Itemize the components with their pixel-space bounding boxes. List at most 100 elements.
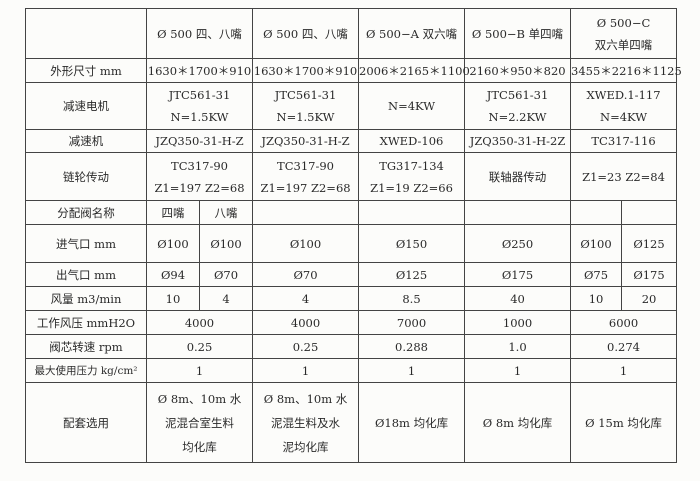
line: 泥混生料及水 [271, 415, 341, 430]
cell: Ø75 [570, 262, 623, 287]
header-line: Ø 500−C [596, 15, 651, 30]
table-row: 配套选用 Ø 8m、10m 水泥混合室生料 均化库 Ø 8m、10m 水泥混生料及… [25, 382, 678, 463]
row-label: 减速机 [25, 129, 147, 153]
table-row: 外形尺寸 mm 1630＊1700＊910 1630＊1700＊910 2006… [25, 58, 682, 83]
cell: 1.0 [464, 334, 572, 359]
cell: Ø250 [464, 224, 572, 263]
cell: Z1=23 Z2=84 [570, 152, 678, 201]
corner-cell [25, 8, 147, 59]
cell [358, 200, 466, 225]
line: XWED.1-117 [586, 88, 661, 102]
line: N=1.5KW [276, 110, 335, 124]
row-label: 进气口 mm [25, 224, 147, 263]
cell: Ø70 [252, 262, 360, 287]
cell: 1 [358, 358, 466, 383]
cell: 4 [198, 286, 254, 311]
header-row: Ø 500 四、八嘴 Ø 500 四、八嘴 Ø 500−A 双六嘴 Ø 500−… [25, 8, 678, 59]
cell: JZQ350-31-H-Z [145, 129, 254, 153]
table-row: 进气口 mm Ø100 Ø100 Ø100 Ø150 Ø250 Ø100 Ø12… [25, 224, 678, 263]
table-row: 最大使用压力 kg/cm² 1 1 1 1 1 [25, 358, 678, 383]
cell: 1630＊1700＊910 [252, 58, 360, 83]
cell: XWED-106 [358, 129, 466, 153]
cell: 4000 [252, 310, 360, 335]
cell: 0.288 [358, 334, 466, 359]
line: Z1=197 Z2=68 [260, 180, 351, 195]
row-label: 减速电机 [25, 82, 147, 130]
cell: Ø175 [621, 262, 678, 287]
cell: Ø125 [358, 262, 466, 287]
table-row: 工作风压 mmH2O 4000 4000 7000 1000 6000 [25, 310, 678, 335]
cell: Ø175 [464, 262, 572, 287]
row-label: 最大使用压力 kg/cm² [25, 358, 147, 383]
row-label: 阀芯转速 rpm [25, 334, 147, 359]
cell: 1 [570, 358, 678, 383]
row-label: 工作风压 mmH2O [25, 310, 147, 335]
line: 均化库 [182, 439, 217, 454]
cell: Ø18m 均化库 [358, 382, 466, 463]
line: 泥均化库 [282, 439, 329, 454]
header-cell: Ø 500 四、八嘴 [145, 8, 254, 59]
cell [570, 200, 623, 225]
cell: JZQ350-31-H-Z [252, 129, 360, 153]
line: JTC561-31 [274, 88, 337, 102]
line: TG317-134 [379, 158, 444, 173]
cell: JZQ350-31-H-2Z [464, 129, 572, 153]
cell: Ø94 [146, 262, 200, 287]
cell: 8.5 [358, 286, 466, 311]
cell: N=4KW [358, 82, 466, 130]
cell [252, 200, 360, 225]
row-label: 风量 m3/min [25, 286, 147, 311]
cell: 0.25 [145, 334, 254, 359]
line: N=4KW [388, 99, 436, 113]
cell: 3455＊2216＊1125 [570, 58, 682, 83]
cell: 四嘴 [146, 200, 200, 225]
cell: Ø150 [358, 224, 466, 263]
cell: Ø 15m 均化库 [570, 382, 678, 463]
cell: 1 [145, 358, 254, 383]
cell: 联轴器传动 [464, 152, 572, 201]
line: JTC561-31 [168, 88, 231, 102]
table-row: 减速机 JZQ350-31-H-Z JZQ350-31-H-Z XWED-106… [25, 129, 678, 153]
line: 泥混合室生料 [165, 415, 234, 430]
line: N=4KW [600, 110, 648, 124]
header-cell: Ø 500 四、八嘴 [252, 8, 360, 59]
line: Ø 8m、10m 水 [263, 391, 348, 406]
line: Ø 8m、10m 水 [157, 391, 242, 406]
cell: 4000 [145, 310, 254, 335]
line: TC317-90 [277, 158, 334, 173]
cell [621, 200, 678, 225]
table-row: 阀芯转速 rpm 0.25 0.25 0.288 1.0 0.274 [25, 334, 678, 359]
cell: TC317-90 Z1=197 Z2=68 [252, 152, 360, 201]
line: JTC561-31 [486, 88, 549, 102]
line: Z1=197 Z2=68 [154, 180, 245, 195]
cell: 0.25 [252, 334, 360, 359]
header-cell: Ø 500−C 双六单四嘴 [570, 8, 678, 59]
cell: Ø100 [252, 224, 360, 263]
row-label: 链轮传动 [25, 152, 147, 201]
cell: Ø 8m、10m 水泥混合室生料 均化库 [145, 382, 254, 463]
line: TC317-90 [171, 158, 228, 173]
cell: 1000 [464, 310, 572, 335]
row-label: 外形尺寸 mm [25, 58, 147, 83]
cell: 4 [252, 286, 360, 311]
cell: 1630＊1700＊910 [145, 58, 254, 83]
cell: 2006＊2165＊1100 [358, 58, 470, 83]
cell: JTC561-31 N=2.2KW [464, 82, 572, 130]
cell: Ø 8m 均化库 [464, 382, 572, 463]
header-cell: Ø 500−B 单四嘴 [464, 8, 572, 59]
line: N=1.5KW [170, 110, 229, 124]
cell: 1 [252, 358, 360, 383]
table-row: 减速电机 JTC561-31 N=1.5KW JTC561-31 N=1.5KW N… [25, 82, 678, 130]
line: Z1=23 Z2=84 [582, 169, 665, 184]
cell: Ø70 [198, 262, 254, 287]
cell: 0.274 [570, 334, 678, 359]
cell: 八嘴 [198, 200, 254, 225]
cell: Ø100 [146, 224, 200, 263]
cell: Ø 8m、10m 水泥混生料及水 泥均化库 [252, 382, 360, 463]
line: N=2.2KW [488, 110, 547, 124]
table-row: 出气口 mm Ø94 Ø70 Ø70 Ø125 Ø175 Ø75 Ø175 [25, 262, 678, 287]
row-label: 出气口 mm [25, 262, 147, 287]
cell: JTC561-31 N=1.5KW [145, 82, 254, 130]
cell: TG317-134 Z1=19 Z2=66 [358, 152, 466, 201]
table-row: 链轮传动 TC317-90 Z1=197 Z2=68 TC317-90 Z1=197… [25, 152, 678, 201]
